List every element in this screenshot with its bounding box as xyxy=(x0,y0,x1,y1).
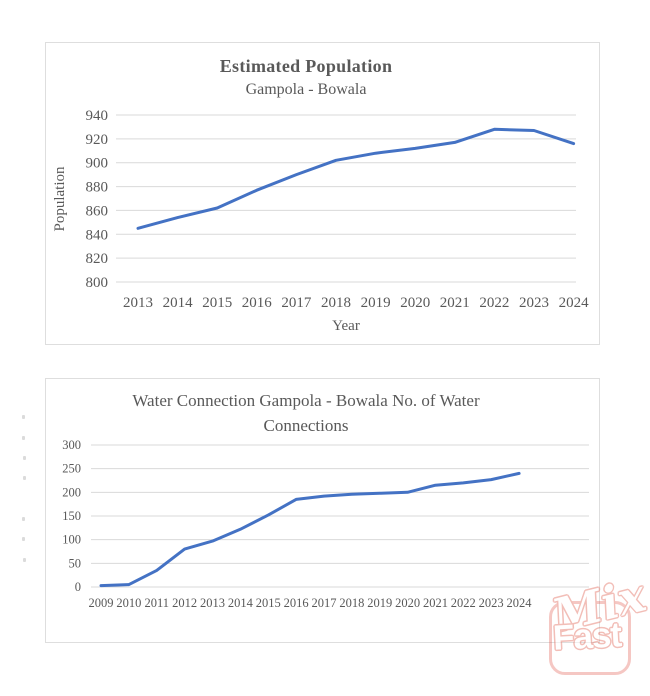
x-tick-label: 2022 xyxy=(479,295,509,311)
x-tick-label: 2014 xyxy=(228,596,254,610)
y-tick-label: 200 xyxy=(62,485,81,499)
y-tick-label: 840 xyxy=(86,227,109,243)
y-axis-title: Population xyxy=(52,166,68,232)
left-margin-artifact xyxy=(22,415,25,419)
x-tick-label: 2009 xyxy=(89,596,114,610)
x-tick-label: 2016 xyxy=(242,295,272,311)
x-tick-label: 2020 xyxy=(395,596,420,610)
chart-title-line-2: Connections xyxy=(263,416,349,435)
x-tick-label: 2021 xyxy=(440,295,470,311)
x-tick-label: 2013 xyxy=(123,295,153,311)
y-tick-label: 860 xyxy=(86,203,109,219)
population-chart-card: Estimated Population Gampola - Bowala 80… xyxy=(45,42,600,345)
data-line-series xyxy=(136,127,576,230)
x-tick-label: 2019 xyxy=(361,295,391,311)
y-tick-label: 940 xyxy=(86,108,109,124)
x-tick-label: 2015 xyxy=(256,596,281,610)
x-tick-label: 2014 xyxy=(163,295,194,311)
left-margin-artifact xyxy=(23,456,26,460)
x-tick-label: 2017 xyxy=(281,295,312,311)
left-margin-artifact xyxy=(23,558,26,562)
left-margin-artifact xyxy=(23,476,26,480)
x-tick-label: 2015 xyxy=(202,295,232,311)
x-tick-label: 2019 xyxy=(367,596,392,610)
chart-subtitle: Gampola - Bowala xyxy=(245,81,367,98)
x-tick-label: 2010 xyxy=(116,596,141,610)
x-tick-label: 2016 xyxy=(284,596,309,610)
x-tick-label: 2024 xyxy=(507,596,533,610)
x-tick-label: 2017 xyxy=(311,596,336,610)
x-tick-label: 2011 xyxy=(144,596,169,610)
y-tick-label: 50 xyxy=(69,556,82,570)
x-tick-label: 2023 xyxy=(479,596,504,610)
x-tick-label: 2021 xyxy=(423,596,448,610)
chart-title: Estimated Population xyxy=(219,56,393,76)
y-tick-label: 920 xyxy=(86,132,109,148)
y-tick-label: 250 xyxy=(62,462,81,476)
left-margin-artifact xyxy=(22,537,25,541)
y-tick-label: 0 xyxy=(75,580,81,594)
x-tick-label: 2022 xyxy=(451,596,476,610)
x-tick-label: 2024 xyxy=(559,295,590,311)
x-tick-label: 2018 xyxy=(339,596,364,610)
x-tick-label: 2020 xyxy=(400,295,430,311)
left-margin-artifact xyxy=(22,517,25,521)
y-tick-label: 100 xyxy=(62,533,81,547)
left-margin-artifact xyxy=(22,436,25,440)
population-line-chart: 800 820 840 860 880 900 920 940 2013 2014 2015 2016… xyxy=(52,108,590,334)
x-axis-title: Year xyxy=(332,318,360,334)
y-tick-label: 820 xyxy=(86,251,109,267)
y-tick-label: 150 xyxy=(62,509,81,523)
water-connections-chart-card: Water Connection Gampola - Bowala No. of… xyxy=(45,378,600,643)
y-tick-label: 800 xyxy=(86,275,109,291)
x-tick-label: 2018 xyxy=(321,295,351,311)
x-tick-label: 2023 xyxy=(519,295,549,311)
chart-title-line-1: Water Connection Gampola - Bowala No. of… xyxy=(132,391,480,410)
x-tick-label: 2012 xyxy=(172,596,197,610)
y-tick-label: 880 xyxy=(86,180,109,196)
y-tick-label: 900 xyxy=(86,156,109,172)
x-tick-label: 2013 xyxy=(200,596,225,610)
data-line-series xyxy=(99,471,521,588)
water-chart-header: Water Connection Gampola - Bowala No. of… xyxy=(46,388,566,438)
y-tick-label: 300 xyxy=(62,438,81,452)
population-chart-header: Estimated Population Gampola - Bowala xyxy=(46,56,566,99)
